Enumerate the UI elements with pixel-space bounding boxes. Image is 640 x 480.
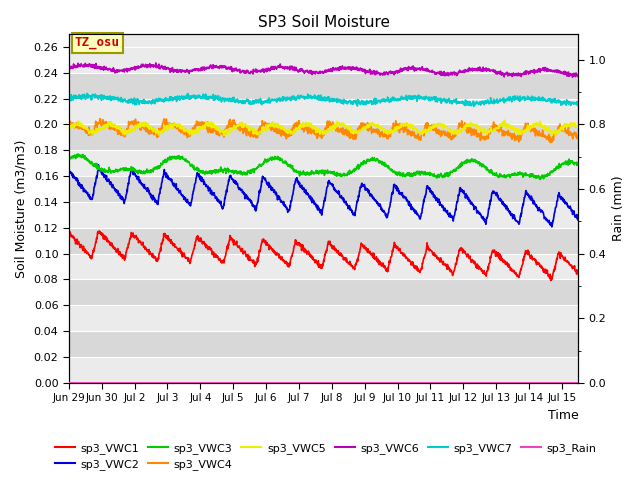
Bar [69, 47, 579, 72]
Y-axis label: Rain (mm): Rain (mm) [612, 176, 625, 241]
Legend: sp3_VWC1, sp3_VWC2, sp3_VWC3, sp3_VWC4, sp3_VWC5, sp3_VWC6, sp3_VWC7, sp3_Rain: sp3_VWC1, sp3_VWC2, sp3_VWC3, sp3_VWC4, … [51, 438, 601, 474]
Bar [69, 357, 579, 383]
Bar [69, 176, 579, 202]
Bar [69, 150, 579, 176]
Bar [69, 331, 579, 357]
Bar [69, 305, 579, 331]
Bar [69, 202, 579, 228]
Text: TZ_osu: TZ_osu [75, 36, 120, 49]
Bar [69, 124, 579, 150]
Bar [69, 253, 579, 279]
Bar [69, 228, 579, 253]
Bar [69, 72, 579, 98]
Bar [69, 98, 579, 124]
Bar [69, 279, 579, 305]
Title: SP3 Soil Moisture: SP3 Soil Moisture [257, 15, 390, 30]
X-axis label: Time: Time [548, 409, 579, 422]
Y-axis label: Soil Moisture (m3/m3): Soil Moisture (m3/m3) [15, 139, 28, 277]
